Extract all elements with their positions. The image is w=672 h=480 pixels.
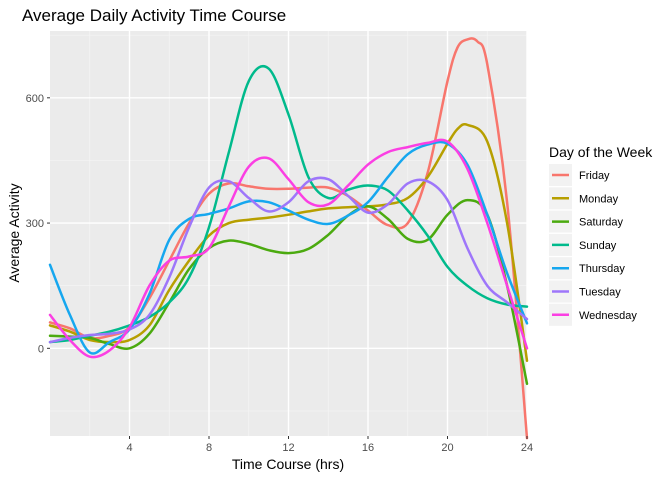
legend-label-saturday: Saturday [579,217,624,229]
y-tick-label: 0 [38,343,44,355]
x-tick-label: 8 [206,442,212,454]
series-lines [48,37,529,440]
x-tick-label: 16 [362,442,374,454]
x-tick-label: 4 [126,442,132,454]
y-axis-title: Average Activity [6,183,22,282]
y-tick-label: 300 [26,218,44,230]
legend-label-sunday: Sunday [579,240,617,252]
series-line-saturday [48,198,529,386]
chart-title: Average Daily Activity Time Course [22,6,286,25]
legend-label-friday: Friday [579,170,610,182]
legend-title: Day of the Week [549,144,653,160]
series-line-wednesday [48,138,529,359]
legend-label-wednesday: Wednesday [579,310,637,322]
x-tick-label: 12 [282,442,294,454]
legend-label-thursday: Thursday [579,263,625,275]
x-axis-title: Time Course (hrs) [232,456,344,472]
legend-label-monday: Monday [579,193,619,205]
series-line-monday [48,123,529,363]
y-axis: 0 300 600 [26,93,50,355]
y-tick-label: 600 [26,93,44,105]
x-tick-label: 20 [441,442,453,454]
legend-label-tuesday: Tuesday [579,287,621,299]
legend: Day of the Week Friday Monday Saturday Sund… [549,144,653,326]
grid-lines [50,31,528,436]
x-tick-label: 24 [521,442,533,454]
x-axis: 4 8 12 16 20 24 [126,436,533,454]
